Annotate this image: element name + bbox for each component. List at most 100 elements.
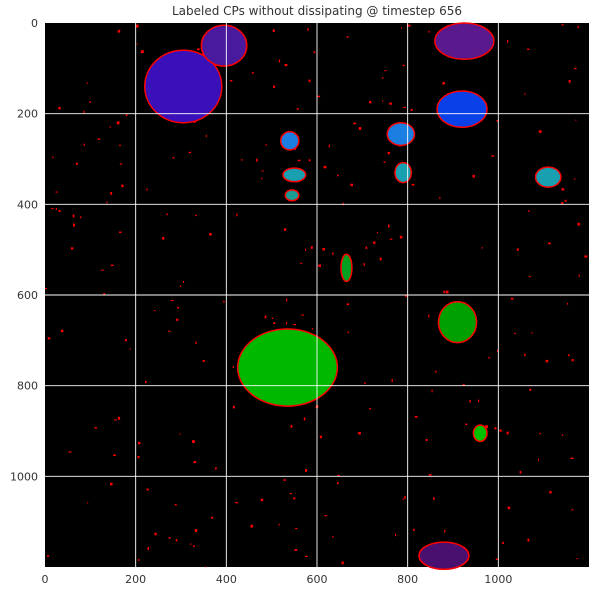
boundary-fragment	[286, 321, 288, 325]
region-cyan-1	[534, 166, 562, 188]
boundary-fragment	[395, 533, 397, 537]
boundary-fragment	[195, 214, 197, 217]
boundary-fragment	[510, 297, 514, 300]
boundary-fragment	[202, 360, 205, 362]
boundary-fragment	[382, 100, 384, 102]
boundary-fragment	[341, 561, 344, 565]
boundary-fragment	[337, 474, 340, 477]
boundary-fragment	[58, 107, 61, 110]
boundary-fragment	[106, 201, 108, 204]
region-blue-east	[436, 90, 488, 129]
boundary-fragment	[137, 559, 140, 561]
boundary-fragment	[284, 228, 287, 231]
y-tick-label: 200	[17, 108, 38, 121]
x-tick-label: 800	[397, 573, 418, 586]
boundary-fragment	[411, 183, 415, 186]
region-green-chain	[340, 253, 353, 283]
boundary-fragment	[311, 328, 313, 330]
boundary-fragment	[497, 349, 499, 352]
boundary-fragment	[428, 474, 432, 476]
boundary-fragment	[295, 528, 298, 530]
boundary-fragment	[405, 294, 408, 297]
boundary-fragment	[214, 467, 217, 470]
boundary-fragment	[197, 48, 200, 51]
region-blue-small-2	[279, 131, 300, 151]
boundary-fragment	[404, 496, 406, 499]
boundary-fragment	[577, 25, 579, 29]
boundary-fragment	[251, 72, 254, 74]
boundary-fragment	[307, 28, 309, 31]
region-teal-1	[284, 189, 300, 202]
boundary-fragment	[548, 242, 551, 245]
boundary-fragment	[439, 197, 441, 200]
boundary-fragment	[389, 238, 393, 240]
y-tick-label: 0	[31, 17, 38, 30]
boundary-fragment	[358, 127, 362, 130]
boundary-fragment	[388, 224, 390, 228]
boundary-fragment	[379, 257, 382, 261]
boundary-fragment	[568, 80, 571, 83]
boundary-fragment	[188, 151, 192, 154]
boundary-fragment	[433, 497, 435, 500]
boundary-fragment	[232, 366, 234, 368]
boundary-fragment	[182, 280, 185, 283]
boundary-fragment	[347, 331, 349, 334]
boundary-fragment	[310, 246, 313, 249]
boundary-fragment	[229, 80, 233, 82]
boundary-fragment	[409, 24, 411, 27]
boundary-fragment	[322, 248, 325, 251]
region-green-big	[236, 328, 339, 407]
boundary-fragment	[110, 264, 114, 267]
boundary-fragment	[308, 79, 311, 83]
boundary-fragment	[465, 423, 468, 425]
region-cyan-3	[282, 167, 307, 183]
boundary-fragment	[140, 50, 144, 54]
boundary-fragment	[284, 64, 288, 67]
boundary-fragment	[45, 288, 47, 289]
boundary-fragment	[103, 293, 106, 295]
boundary-fragment	[332, 536, 334, 538]
region-green-east	[437, 301, 478, 344]
boundary-fragment	[83, 143, 85, 146]
boundary-fragment	[290, 424, 293, 428]
boundary-fragment	[256, 158, 258, 162]
region-green-small	[472, 424, 488, 443]
boundary-fragment	[293, 497, 296, 500]
boundary-fragment	[70, 247, 74, 250]
boundary-fragment	[289, 493, 292, 495]
x-tick-label: 1000	[484, 573, 512, 586]
boundary-fragment	[261, 177, 263, 180]
boundary-fragment	[192, 545, 195, 547]
boundary-fragment	[205, 134, 207, 138]
boundary-fragment	[488, 357, 491, 359]
boundary-fragment	[305, 469, 308, 472]
region-purple-ne	[434, 22, 495, 61]
boundary-fragment	[337, 174, 339, 177]
boundary-fragment	[300, 262, 303, 265]
boundary-fragment	[117, 416, 121, 420]
boundary-fragment	[241, 159, 243, 161]
boundary-fragment	[574, 68, 577, 70]
boundary-fragment	[575, 119, 577, 121]
boundary-fragment	[94, 427, 97, 429]
boundary-fragment	[138, 441, 141, 445]
boundary-fragment	[119, 163, 123, 165]
boundary-fragment	[305, 248, 307, 252]
boundary-fragment	[462, 383, 465, 386]
boundary-fragment	[113, 454, 116, 456]
boundary-fragment	[286, 298, 288, 302]
boundary-fragment	[223, 300, 225, 303]
boundary-fragment	[387, 151, 390, 155]
boundary-fragment	[47, 555, 50, 557]
boundary-fragment	[162, 237, 165, 240]
boundary-fragment	[350, 183, 353, 187]
boundary-fragment	[524, 353, 526, 357]
x-tick-label: 600	[307, 573, 328, 586]
x-tick-label: 400	[216, 573, 237, 586]
boundary-fragment	[305, 555, 308, 557]
boundary-fragment	[549, 491, 552, 494]
boundary-fragment	[443, 290, 445, 293]
boundary-fragment	[571, 359, 574, 362]
boundary-fragment	[283, 479, 286, 481]
